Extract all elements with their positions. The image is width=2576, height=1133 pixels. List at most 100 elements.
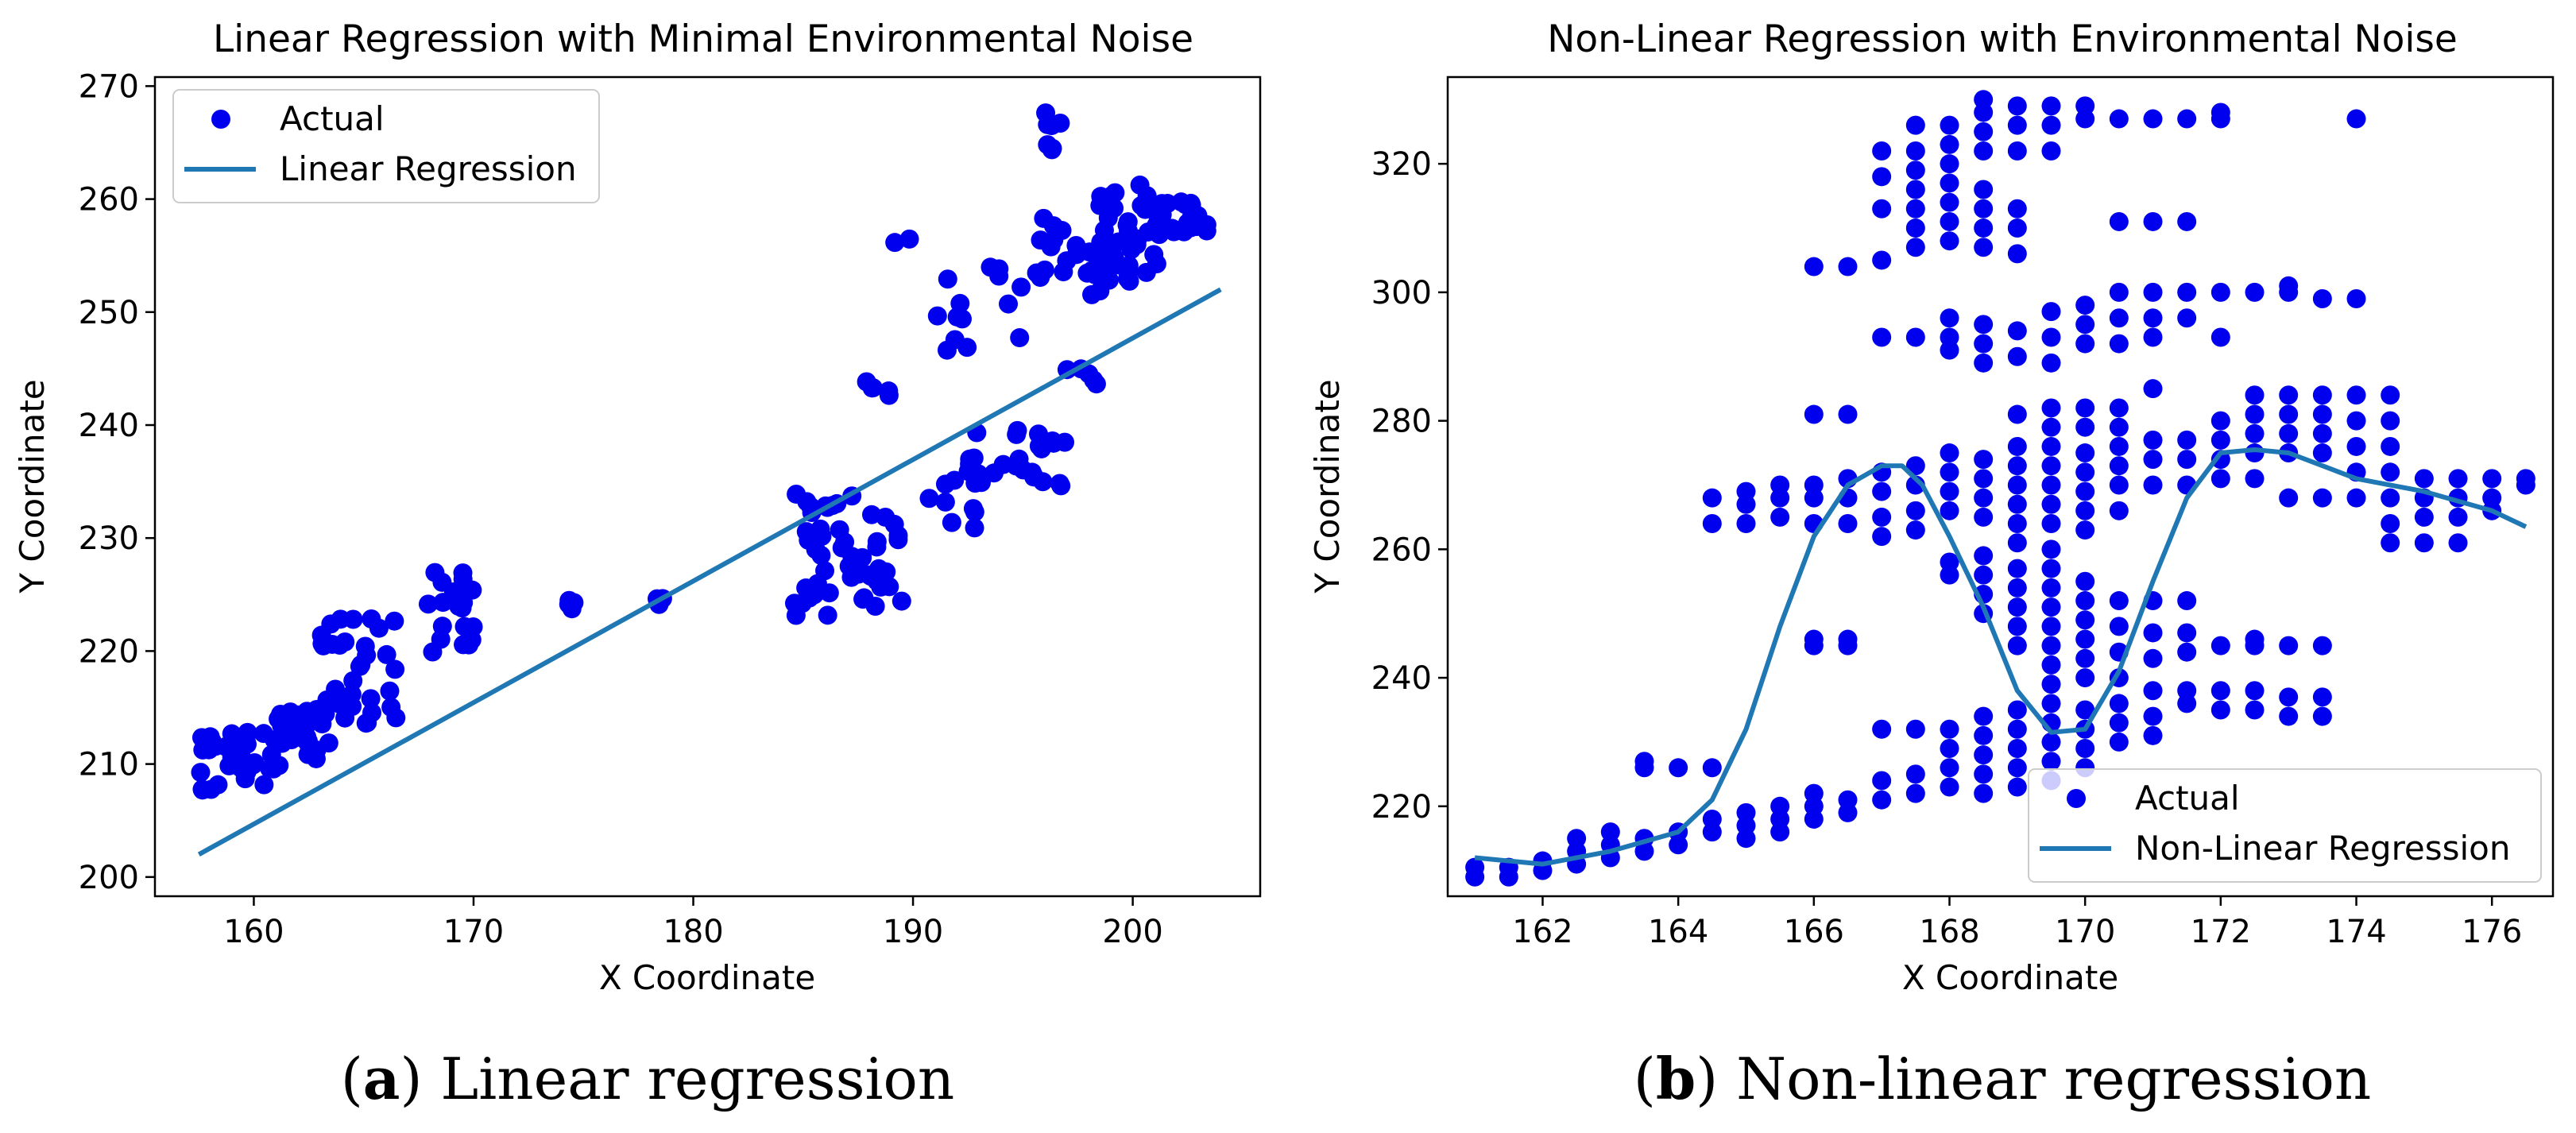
data-point: [2143, 450, 2163, 470]
legend-marker: [211, 110, 230, 129]
data-point: [2381, 385, 2400, 405]
data-point: [1905, 520, 1925, 540]
data-point: [1940, 481, 1959, 501]
data-point: [1974, 764, 1994, 784]
data-point: [1974, 450, 1994, 470]
data-point: [222, 733, 242, 752]
caption-a-text: Linear regression: [423, 1046, 955, 1112]
data-point: [1872, 250, 1892, 270]
y-tick-label: 300: [1371, 275, 1432, 311]
x-axis-label: X Coordinate: [599, 958, 815, 997]
data-point: [432, 617, 452, 636]
data-point: [562, 599, 582, 619]
data-point: [312, 634, 332, 654]
data-point: [321, 614, 341, 634]
data-point: [2245, 282, 2265, 302]
data-point: [2143, 725, 2163, 745]
data-point: [2041, 655, 2061, 675]
data-point: [2177, 109, 2197, 129]
data-point: [1974, 353, 1994, 373]
data-point: [2346, 436, 2366, 456]
data-point: [2007, 700, 2027, 720]
data-point: [2312, 404, 2332, 424]
data-point: [1054, 262, 1073, 282]
data-point: [2041, 559, 2061, 578]
data-point: [1940, 211, 1959, 231]
data-point: [361, 689, 381, 709]
data-point: [2210, 411, 2230, 431]
data-point: [1838, 404, 1858, 424]
data-point: [1872, 481, 1892, 501]
data-point: [892, 591, 911, 611]
data-point: [854, 588, 874, 608]
data-point: [2007, 636, 2027, 655]
data-point: [2007, 739, 2027, 759]
data-point: [1905, 238, 1925, 257]
data-point: [1006, 456, 1026, 476]
data-point: [2007, 475, 2027, 495]
data-point: [888, 530, 908, 550]
data-point: [1051, 476, 1071, 496]
data-point: [1905, 783, 1925, 803]
data-point: [2279, 385, 2299, 405]
data-point: [317, 690, 337, 710]
data-point: [2007, 404, 2027, 424]
data-point: [919, 489, 939, 508]
data-point: [2007, 115, 2027, 135]
data-point: [2075, 648, 2095, 668]
data-point: [1974, 546, 1994, 566]
data-point: [1872, 790, 1892, 810]
data-point: [2312, 488, 2332, 508]
data-point: [2075, 462, 2095, 482]
data-point: [879, 385, 899, 405]
data-point: [2041, 115, 2061, 135]
data-point: [2007, 96, 2027, 116]
data-point: [264, 759, 284, 779]
y-tick-label: 280: [1371, 404, 1432, 440]
data-point: [799, 530, 818, 550]
y-tick-label: 260: [1371, 532, 1432, 568]
data-point: [2245, 385, 2265, 405]
data-point: [298, 713, 318, 733]
data-point: [2007, 777, 2027, 797]
y-tick-label: 320: [1371, 146, 1432, 183]
data-point: [2346, 488, 2366, 508]
data-point: [2109, 732, 2129, 752]
caption-b-text: Non-linear regression: [1718, 1046, 2371, 1112]
data-point: [2279, 276, 2299, 296]
data-point: [2210, 430, 2230, 450]
data-point: [1034, 208, 1054, 228]
data-point: [2245, 681, 2265, 701]
data-point: [2210, 636, 2230, 655]
data-point: [2414, 507, 2434, 527]
data-point: [1974, 90, 1994, 110]
data-point: [2381, 411, 2400, 431]
data-point: [1974, 488, 1994, 508]
data-point: [2075, 417, 2095, 437]
data-point: [2075, 315, 2095, 334]
data-point: [1872, 167, 1892, 187]
data-point: [786, 605, 806, 625]
data-point: [2007, 559, 2027, 578]
data-point: [2245, 404, 2265, 424]
data-point: [2075, 296, 2095, 315]
data-point: [1974, 469, 1994, 489]
data-point: [2109, 417, 2129, 437]
data-point: [2007, 321, 2027, 341]
data-point: [2007, 436, 2027, 456]
data-point: [377, 644, 396, 664]
data-point: [1974, 334, 1994, 354]
data-point: [1838, 629, 1858, 649]
plot-frame: [153, 75, 1262, 898]
data-point: [1171, 192, 1191, 212]
data-point: [2312, 706, 2332, 726]
data-point: [2143, 109, 2163, 129]
data-point: [2143, 648, 2163, 668]
data-point: [1905, 456, 1925, 476]
data-point: [1465, 857, 1485, 877]
x-tick-label: 166: [1784, 914, 1844, 950]
x-tick-label: 172: [2191, 914, 2251, 950]
x-tick-label: 176: [2462, 914, 2522, 950]
data-point: [2482, 469, 2502, 489]
